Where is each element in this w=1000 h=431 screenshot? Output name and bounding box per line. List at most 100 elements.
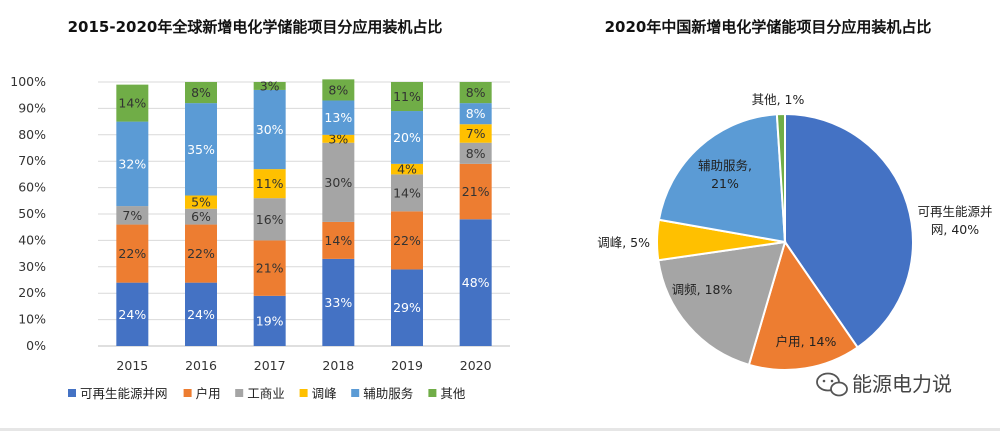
data-label: 30% [256,122,284,137]
pie-chart: 可再生能源并网, 40% 户用, 14% 调频, 18% 调峰, 5% 辅助服务, 21%… [597,92,993,371]
legend: 可再生能源并网 户用 工商业 调峰 辅助服务 其他 [68,386,466,401]
data-label: 5% [191,195,211,210]
legend-swatch [235,389,244,397]
pie-slice [657,240,787,367]
data-label: 3% [260,78,280,93]
data-label: 8% [191,85,211,100]
bar-segment [116,84,149,122]
legend-swatch [68,389,76,397]
pie-chart-title: 2020年中国新增电化学储能项目分应用装机占比 [605,18,932,36]
data-label: 14% [393,185,421,200]
bar-segment [253,295,286,346]
bar-segment [459,219,492,346]
legend-label: 其他 [440,386,466,401]
legend-swatch [351,389,360,397]
bar-segment [459,124,492,143]
data-label: 22% [187,246,215,261]
pie-label: 辅助服务, 21% [698,158,752,191]
bar-segment [253,82,286,90]
data-label: 21% [256,261,284,276]
y-tick-label: 0% [26,338,46,353]
bar-segment [459,82,492,104]
data-label: 13% [324,110,352,125]
data-label: 6% [191,209,211,224]
data-label: 33% [324,295,352,310]
pie-label: 户用, 14% [776,334,837,349]
bar-segment [391,269,423,346]
bar-segment [322,79,355,101]
data-label: 8% [466,85,486,100]
bar-segment [116,121,149,207]
pie-label: 其他, 1% [752,92,805,107]
bar-segment [459,103,492,125]
data-label: 20% [393,130,421,145]
data-label: 24% [118,307,146,322]
y-tick-label: 20% [18,285,46,300]
bar-segment [116,224,149,283]
legend-label: 辅助服务 [363,386,413,401]
bar-segment [391,111,423,164]
pie-slice [657,113,787,244]
bar-segment [185,224,217,283]
data-label: 14% [118,96,146,111]
data-label: 29% [393,300,421,315]
bar-segment [185,282,217,346]
legend-label: 调峰 [312,386,338,401]
data-label: 24% [187,307,215,322]
legend-swatch [428,389,437,397]
bar-segment [253,198,286,241]
data-label: 32% [118,156,146,171]
bottom-divider [0,428,1000,431]
x-tick-label: 2015 [116,358,148,373]
x-tick-label: 2017 [254,358,286,373]
bar-segment [322,221,355,259]
bar-chart-title: 2015-2020年全球新增电化学储能项目分应用装机占比 [68,18,443,36]
x-tick-label: 2019 [391,358,423,373]
legend-swatch [183,389,192,397]
bar-segment [391,211,423,270]
data-label: 19% [256,313,284,328]
pie-slice [784,112,914,349]
y-tick-label: 90% [18,100,46,115]
data-label: 11% [393,89,421,104]
data-label: 22% [118,246,146,261]
data-label: 7% [122,208,142,223]
bar-segment [322,100,355,135]
legend-label: 户用 [196,386,221,401]
bar-segment [185,82,217,104]
y-tick-label: 70% [18,153,46,168]
bar-segment [391,174,423,212]
y-tick-label: 100% [10,74,46,89]
wechat-icon [816,372,848,397]
data-label: 8% [328,82,348,97]
data-label: 8% [466,106,486,121]
y-tick-label: 30% [18,259,46,274]
bar-segment [185,208,217,225]
bar-segment [253,169,286,199]
data-label: 8% [466,146,486,161]
data-label: 22% [393,233,421,248]
bar-segment [253,240,286,296]
data-label: 7% [466,126,486,141]
y-tick-label: 60% [18,180,46,195]
bar-segment [185,103,217,196]
bar-segment [391,82,423,112]
x-tick-label: 2016 [185,358,217,373]
legend-label: 工商业 [247,386,285,401]
data-label: 21% [462,184,490,199]
data-label: 48% [462,275,490,290]
data-label: 16% [256,212,284,227]
bar-segment [322,142,355,222]
stacked-bar-chart: 0% 10% 20% 30% 40% 50% 60% 70% 80% 90% 100% 24% 22% 7… [10,74,510,401]
bar-segment [253,89,286,170]
y-tick-label: 40% [18,232,46,247]
bar-segment [459,142,492,164]
data-label: 4% [397,162,417,177]
data-label: 11% [256,176,284,191]
watermark: 能源电力说 [816,372,952,397]
bar-segment [322,258,355,346]
legend-swatch [299,389,308,397]
bar-segment [322,134,355,143]
bar-segment [116,206,149,225]
